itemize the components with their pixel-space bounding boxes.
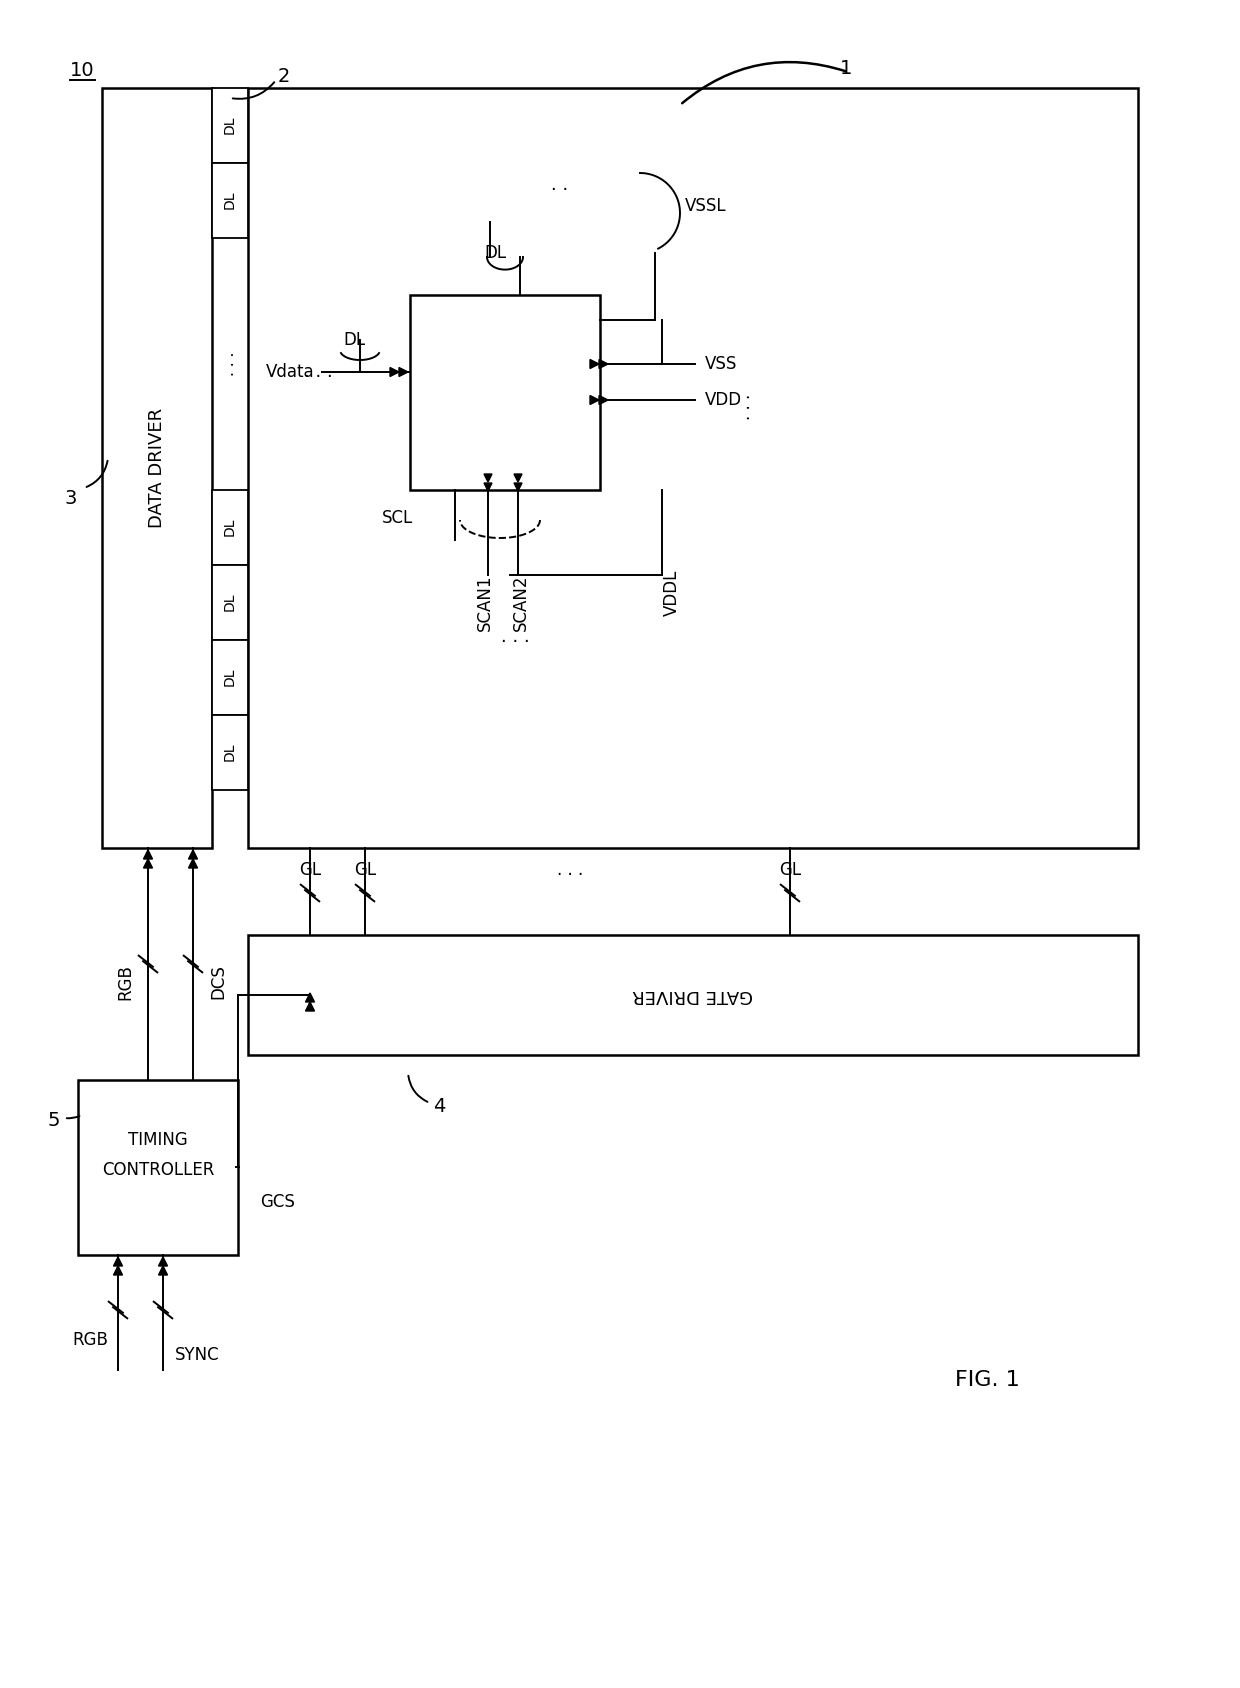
Polygon shape [515,474,522,483]
Text: VDDL: VDDL [663,571,681,616]
Text: GCS: GCS [260,1193,295,1210]
Text: RGB: RGB [117,964,134,999]
Text: DL: DL [223,743,237,761]
Polygon shape [305,1003,315,1011]
Polygon shape [188,859,197,868]
Polygon shape [484,483,492,491]
Text: 2: 2 [278,66,290,86]
Polygon shape [188,851,197,859]
Bar [248,88,1138,847]
Text: GL: GL [779,861,801,879]
Bar [212,164,248,238]
Text: 10: 10 [69,61,94,79]
Polygon shape [305,993,315,1003]
Bar [248,935,1138,1055]
Text: VSS: VSS [706,354,738,373]
Text: SCAN1: SCAN1 [476,574,494,631]
Text: 1: 1 [839,59,852,78]
Polygon shape [484,474,492,483]
Text: VDD: VDD [706,392,742,408]
Bar [212,640,248,716]
Text: DL: DL [223,116,237,135]
Text: DATA DRIVER: DATA DRIVER [148,408,166,528]
Text: FIG. 1: FIG. 1 [955,1371,1019,1389]
Text: 3: 3 [64,488,77,508]
Bar [212,490,248,565]
Text: DL: DL [223,592,237,611]
Text: SCL: SCL [382,510,413,527]
Polygon shape [391,368,399,376]
Polygon shape [399,368,408,376]
Text: 4: 4 [433,1097,445,1116]
Bar [212,88,248,164]
Text: DL: DL [484,245,506,262]
Bar [212,716,248,790]
Polygon shape [144,851,153,859]
Bar [78,1080,238,1254]
Polygon shape [159,1266,167,1274]
Text: SCAN2: SCAN2 [512,574,529,631]
Text: DL: DL [343,331,365,349]
Polygon shape [590,395,599,405]
Bar [212,565,248,640]
Polygon shape [599,395,608,405]
Text: CONTROLLER: CONTROLLER [102,1161,215,1178]
Text: DL: DL [223,518,237,537]
Text: GL: GL [353,861,376,879]
Polygon shape [590,360,599,368]
Text: RGB: RGB [72,1332,108,1349]
Text: DCS: DCS [210,964,227,999]
Text: Vdata: Vdata [265,363,314,381]
Text: DL: DL [223,191,237,209]
Bar [102,88,212,847]
Text: . . .: . . . [304,363,332,381]
Polygon shape [599,360,608,368]
Polygon shape [159,1258,167,1266]
Text: GL: GL [299,861,321,879]
Text: GATE DRIVER: GATE DRIVER [632,986,754,1004]
Text: . . .: . . . [557,861,583,879]
Polygon shape [114,1258,123,1266]
Polygon shape [144,859,153,868]
Text: VSSL: VSSL [684,197,727,214]
Text: . . .: . . . [737,393,754,420]
Text: DL: DL [223,668,237,687]
Text: . . .: . . . [222,351,238,376]
Text: SYNC: SYNC [175,1345,219,1364]
Bar [410,295,600,490]
Text: TIMING: TIMING [128,1131,188,1150]
Polygon shape [114,1266,123,1274]
Text: 5: 5 [47,1111,60,1129]
Text: . . .: . . . [501,628,529,647]
Text: . .: . . [552,176,569,194]
Polygon shape [515,483,522,491]
